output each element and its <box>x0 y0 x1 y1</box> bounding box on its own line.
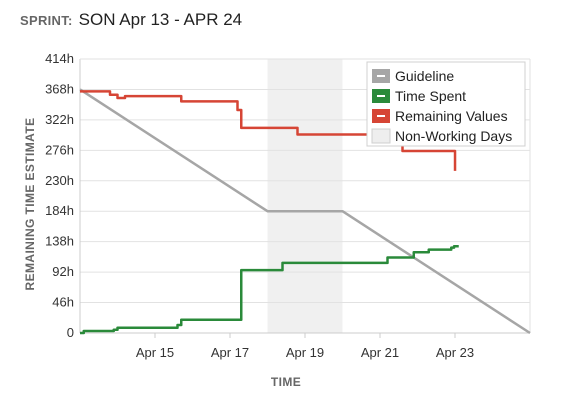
x-tick-label: Apr 19 <box>286 345 324 360</box>
sprint-header: SPRINT: SON Apr 13 - APR 24 <box>20 10 242 34</box>
sprint-label: SPRINT: <box>20 13 73 28</box>
x-tick-label: Apr 21 <box>361 345 399 360</box>
x-tick-label: Apr 15 <box>136 345 174 360</box>
legend-entry: Time Spent <box>395 88 466 104</box>
y-tick-label: 184h <box>45 203 74 218</box>
remaining-values-line <box>80 90 457 171</box>
legend: Guideline Time Spent Remaining Values Non-W… <box>366 61 526 147</box>
y-tick-label: 92h <box>52 264 74 279</box>
x-axis-title: TIME <box>271 375 301 389</box>
time-spent-line <box>80 245 459 335</box>
legend-box <box>366 61 526 147</box>
y-axis-title: REMAINING TIME ESTIMATE <box>23 118 37 291</box>
sprint-name: SON Apr 13 - APR 24 <box>78 10 243 29</box>
legend-entry: Guideline <box>395 68 454 84</box>
legend-swatch <box>371 128 391 144</box>
y-tick-label: 0 <box>67 325 74 340</box>
y-tick-label: 230h <box>45 173 74 188</box>
y-tick-label: 322h <box>45 112 74 127</box>
y-tick-label: 138h <box>45 234 74 249</box>
y-tick-label: 276h <box>45 142 74 157</box>
x-tick-label: Apr 23 <box>436 345 474 360</box>
y-tick-label: 368h <box>45 81 74 96</box>
legend-entry: Non-Working Days <box>395 128 512 144</box>
guideline-line <box>79 88 531 335</box>
x-tick-label: Apr 17 <box>211 345 249 360</box>
y-tick-label: 414h <box>45 51 74 66</box>
y-tick-label: 46h <box>52 295 74 310</box>
legend-entry: Remaining Values <box>395 108 508 124</box>
non-working-band <box>267 59 343 333</box>
